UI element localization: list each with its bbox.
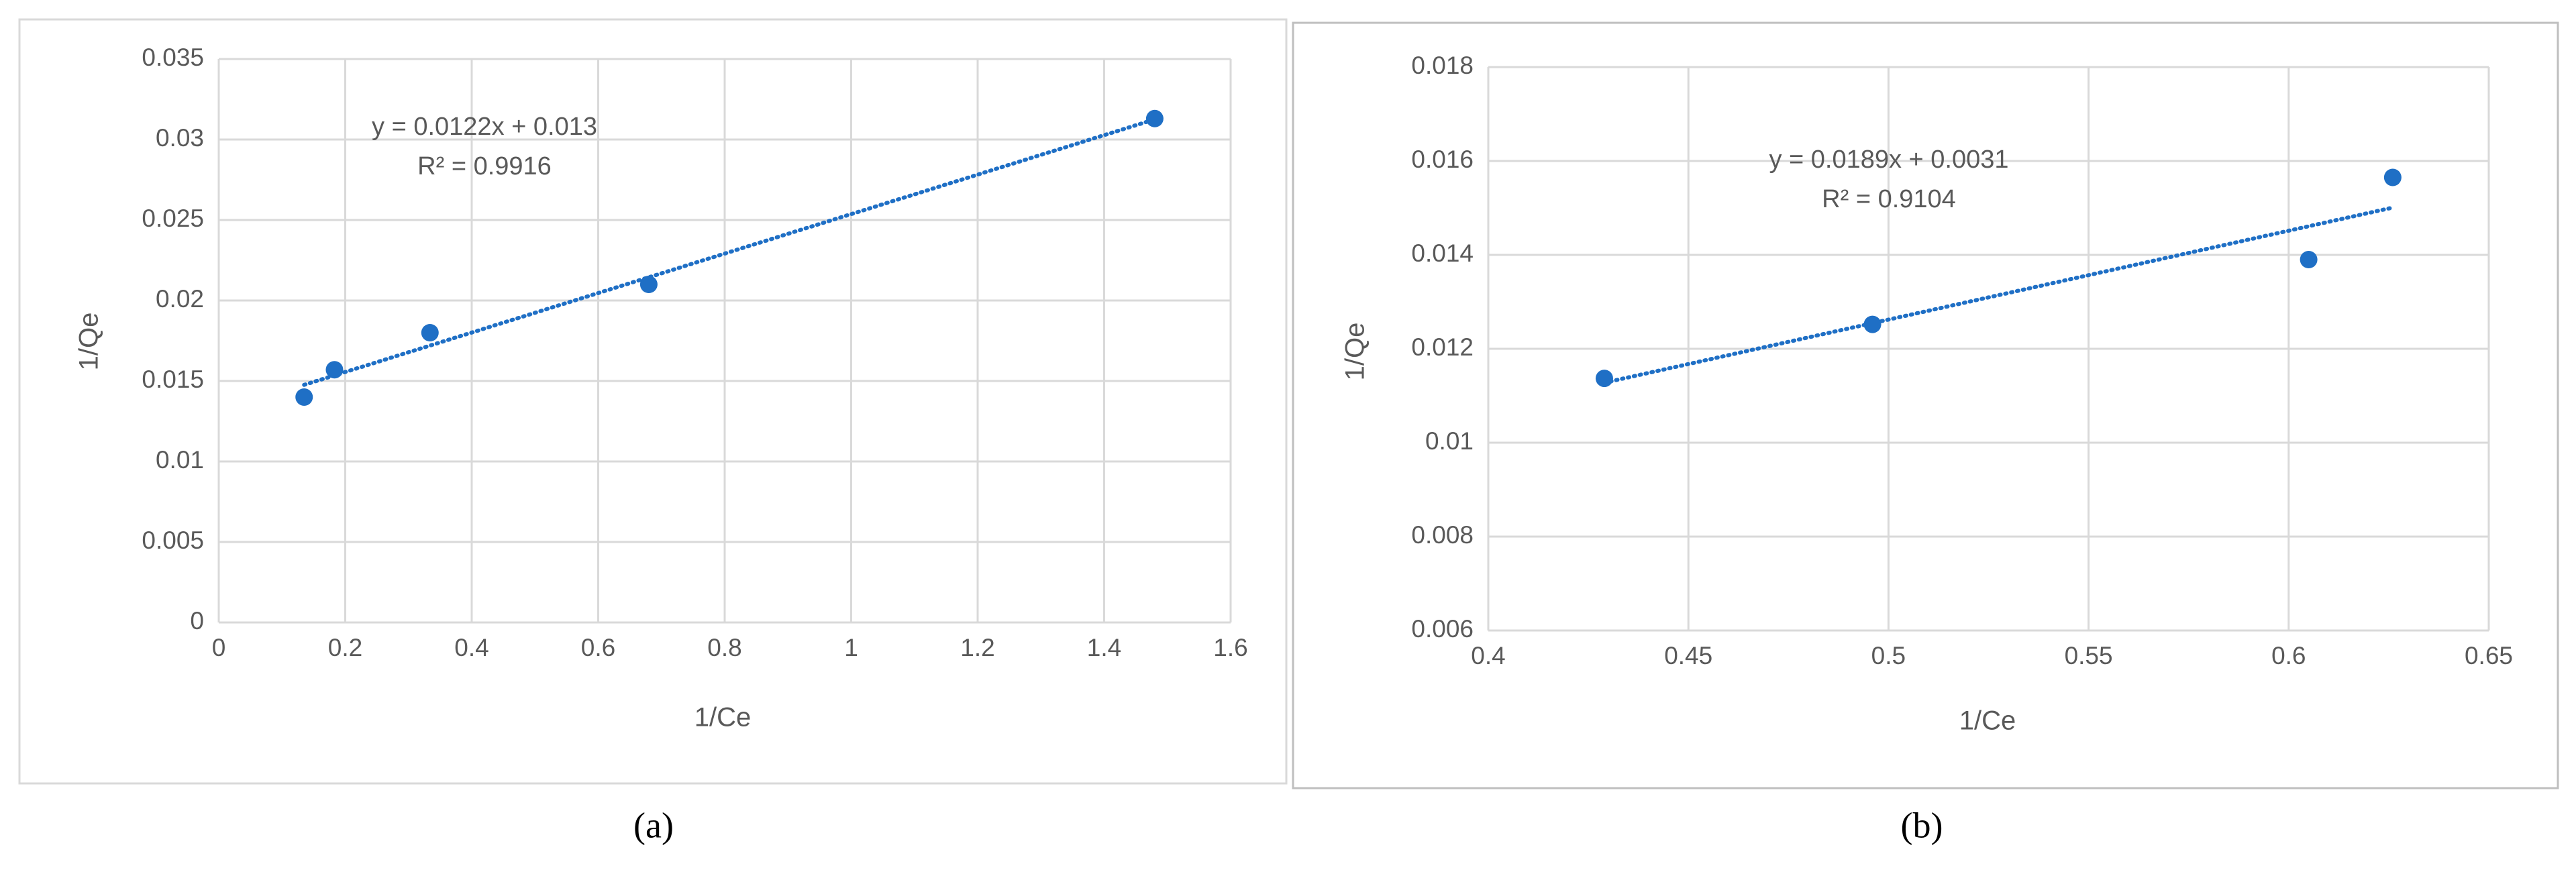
equation-label: R² = 0.9916 <box>417 152 552 180</box>
equation-label: y = 0.0122x + 0.013 <box>372 113 597 141</box>
x-axis-title: 1/Ce <box>694 703 752 732</box>
x-tick-label: 0.6 <box>581 634 615 661</box>
x-tick-label: 0.6 <box>2271 642 2306 669</box>
y-tick-label: 0.012 <box>1411 333 1474 361</box>
x-tick-label: 0 <box>212 634 226 661</box>
data-point <box>1595 370 1613 388</box>
y-tick-label: 0.016 <box>1411 146 1474 173</box>
y-tick-label: 0.014 <box>1411 239 1474 267</box>
y-tick-label: 0.018 <box>1411 52 1474 79</box>
data-point <box>1145 109 1164 127</box>
y-tick-label: 0.005 <box>142 527 204 554</box>
y-tick-label: 0.01 <box>1425 427 1474 455</box>
equation-label: R² = 0.9104 <box>1822 185 1956 213</box>
data-point <box>2383 168 2402 186</box>
data-point <box>295 388 313 406</box>
data-point <box>2300 251 2318 268</box>
x-tick-label: 0.55 <box>2065 642 2113 669</box>
y-tick-label: 0.015 <box>142 366 204 393</box>
x-tick-label: 0.8 <box>707 634 741 661</box>
x-tick-label: 0.65 <box>2465 642 2513 669</box>
y-tick-label: 0.03 <box>156 124 204 152</box>
x-tick-label: 0.45 <box>1664 642 1712 669</box>
caption: (a) <box>633 805 674 845</box>
chart-frame <box>18 18 1288 785</box>
caption: (b) <box>1901 805 1943 845</box>
y-tick-label: 0.02 <box>156 285 204 313</box>
y-tick-label: 0.008 <box>1411 521 1474 549</box>
x-tick-label: 0.5 <box>1871 642 1906 669</box>
trendline <box>1602 205 2395 385</box>
x-tick-label: 1.4 <box>1087 634 1121 661</box>
data-point <box>325 361 344 379</box>
y-tick-label: 0.006 <box>1411 615 1474 643</box>
y-tick-label: 0 <box>190 607 204 635</box>
x-tick-label: 0.4 <box>1471 642 1505 669</box>
data-point <box>1863 315 1882 333</box>
data-point <box>421 324 439 341</box>
x-tick-label: 0.2 <box>328 634 362 661</box>
trendline <box>302 117 1157 387</box>
x-tick-label: 1 <box>844 634 858 661</box>
x-axis-title: 1/Ce <box>1959 706 2016 736</box>
y-axis-title: 1/Qe <box>1341 323 1370 381</box>
chart-frame <box>1292 21 2559 789</box>
data-point <box>639 276 658 293</box>
y-tick-label: 0.025 <box>142 205 204 232</box>
y-tick-label: 0.01 <box>156 446 204 474</box>
x-tick-label: 1.2 <box>960 634 994 661</box>
y-axis-title: 1/Qe <box>74 313 104 371</box>
y-tick-label: 0.035 <box>142 44 204 71</box>
x-tick-label: 1.6 <box>1213 634 1247 661</box>
equation-label: y = 0.0189x + 0.0031 <box>1769 146 2008 174</box>
x-tick-label: 0.4 <box>454 634 488 661</box>
